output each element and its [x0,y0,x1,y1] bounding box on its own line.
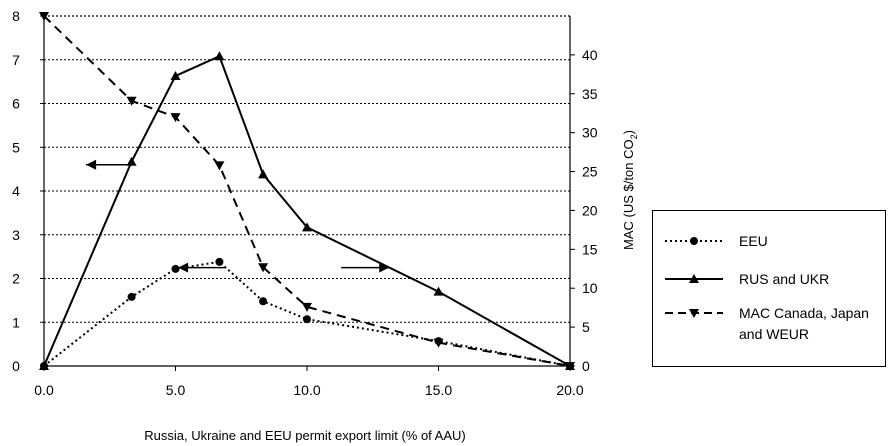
legend: EEU RUS and UKR MAC Canada, Japan and WE… [652,210,886,367]
legend-label-rus-ukr: RUS and UKR [739,271,830,287]
series-1-point [258,169,269,179]
series-2-point [258,263,269,273]
series-2-point [433,338,444,348]
series-2-point [170,113,181,123]
y-left-tick-label: 6 [12,96,20,112]
y-right-tick-label: 25 [582,164,598,180]
legend-swatch-mac [665,309,723,318]
series-layer [43,15,571,367]
legend-swatch-eeu [665,237,723,245]
y-left-tick-label: 8 [12,8,20,24]
y-axis-right-label-sub: 2 [629,134,639,139]
x-tick-label: 10.0 [293,382,320,398]
legend-item-eeu: EEU [663,231,879,252]
y-right-tick-label: 5 [582,319,590,335]
legend-label-mac-line1: MAC Canada, Japan [739,305,869,321]
series-0-point [215,257,224,266]
series-1-point [302,222,312,232]
series-2-point [214,161,225,171]
legend-label-eeu: EEU [739,233,768,249]
series-0-point [127,292,136,301]
series-line-0 [43,260,571,367]
series-1-point [39,361,49,370]
legend-swatch-rus-ukr [665,274,723,283]
series-2-point [565,362,575,371]
y-left-tick-label: 0 [12,358,20,374]
legend-label-mac: MAC Canada, Japan and WEUR [739,303,879,345]
y-left-tick-label: 3 [12,227,20,243]
y-right-tick-label: 15 [582,241,598,257]
arrow-head-2 [379,262,390,273]
series-0-point [259,297,268,306]
x-tick-label: 5.0 [166,382,186,398]
series-line-2 [43,15,571,367]
annotation-arrows [86,159,390,273]
y-axis-right-label: MAC (US $/ton CO2) [621,130,639,250]
y-left-tick-label: 2 [12,271,20,287]
arrow-head-0 [86,159,97,170]
legend-item-mac: MAC Canada, Japan and WEUR [663,303,879,345]
arrow-head-1 [178,262,189,273]
y-left-tick-label: 4 [12,183,20,199]
x-tick-label: 0.0 [34,382,54,398]
legend-item-rus-ukr: RUS and UKR [663,269,879,290]
x-tick-label: 20.0 [556,382,583,398]
series-1-point [214,51,225,61]
y-left-tick-label: 5 [12,139,20,155]
series-2-point [39,12,49,21]
y-right-tick-label: 35 [582,86,598,102]
series-line-1 [43,54,571,367]
y-right-tick-label: 10 [582,280,598,296]
y-axis-right-label-end: ) [621,130,636,134]
legend-label-mac-line2: and WEUR [739,326,810,342]
series-2-point [302,302,312,312]
x-tick-label: 15.0 [425,382,452,398]
series-0-point [171,264,180,273]
y-left-tick-label: 1 [12,314,20,330]
y-right-tick-label: 0 [582,358,590,374]
y-right-tick-label: 40 [582,47,598,63]
y-right-tick-label: 30 [582,125,598,141]
y-left-tick-label: 7 [12,52,20,68]
x-axis-label: Russia, Ukraine and EEU permit export li… [144,428,466,443]
markers-layer [39,12,575,371]
gridlines [44,59,570,323]
y-axis-right-label-main: MAC (US $/ton CO [621,139,636,250]
y-right-tick-label: 20 [582,202,598,218]
series-1-point [126,156,137,166]
series-1-point [170,70,181,80]
series-1-point [433,286,444,296]
tick-labels: 0 1 2 3 4 5 6 7 8 0 5 10 15 20 25 30 35 40 0.0 5.0 10.0 15.0 2… [12,8,598,398]
series-2-point [126,96,137,106]
series-0-point [303,315,311,324]
